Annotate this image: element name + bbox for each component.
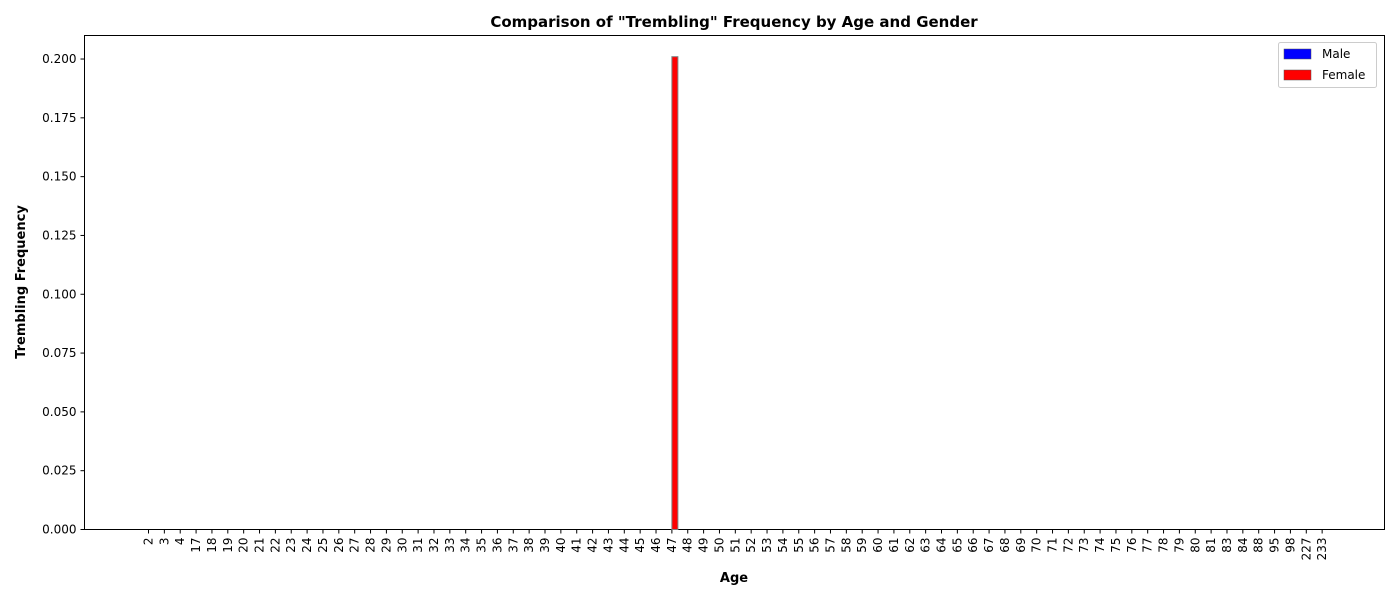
x-tick-label: 47 [665, 538, 679, 553]
x-tick-label: 83 [1220, 538, 1234, 553]
x-tick-label: 3 [157, 538, 171, 546]
x-tick-label: 38 [522, 538, 536, 553]
x-tick-label: 35 [475, 538, 489, 553]
y-axis-label: Trembling Frequency [14, 205, 29, 359]
x-tick-label: 55 [792, 538, 806, 553]
x-tick-label: 60 [871, 538, 885, 553]
x-tick-label: 54 [776, 538, 790, 553]
x-tick-label: 70 [1030, 538, 1044, 553]
x-tick-label: 51 [728, 538, 742, 553]
x-tick-label: 84 [1236, 538, 1250, 553]
legend-label-female: Female [1322, 68, 1365, 82]
x-tick-label: 44 [617, 538, 631, 553]
x-tick-label: 36 [490, 538, 504, 553]
bars [671, 56, 679, 531]
x-tick-label: 75 [1109, 538, 1123, 553]
y-tick-label: 0.200 [42, 52, 76, 66]
x-tick-label: 62 [903, 538, 917, 553]
x-tick-label: 27 [348, 538, 362, 553]
x-tick-label: 95 [1268, 538, 1282, 553]
x-tick-label: 63 [919, 538, 933, 553]
x-tick-label: 69 [1014, 538, 1028, 553]
x-tick-label: 71 [1046, 538, 1060, 553]
legend-swatch-male [1283, 48, 1312, 60]
x-tick-label: 19 [221, 538, 235, 553]
x-tick-label: 33 [443, 538, 457, 553]
plot-area [84, 35, 1385, 530]
x-tick-label: 30 [395, 538, 409, 553]
x-tick-label: 98 [1283, 538, 1297, 553]
x-tick-label: 40 [554, 538, 568, 553]
x-tick-label: 68 [998, 538, 1012, 553]
y-tick-label: 0.075 [42, 346, 76, 360]
x-tick-label: 79 [1172, 538, 1186, 553]
x-tick-label: 59 [855, 538, 869, 553]
y-axis: 0.000 0.025 0.050 0.075 0.100 0.125 0.150 0.175… [42, 52, 85, 537]
x-tick-label: 48 [681, 538, 695, 553]
x-tick-label: 34 [459, 538, 473, 553]
x-tick-label: 22 [268, 538, 282, 553]
x-tick-label: 65 [950, 538, 964, 553]
legend: Male Female [1278, 42, 1377, 88]
x-tick-label: 21 [253, 538, 267, 553]
x-tick-label: 77 [1141, 538, 1155, 553]
legend-swatch-female [1283, 69, 1312, 81]
x-tick-label: 61 [887, 538, 901, 553]
x-tick-label: 49 [697, 538, 711, 553]
x-tick-label: 56 [808, 538, 822, 553]
y-tick-label: 0.175 [42, 111, 76, 125]
x-tick-label: 81 [1204, 538, 1218, 553]
x-tick-label: 46 [649, 538, 663, 553]
x-tick-label: 31 [411, 538, 425, 553]
x-tick-label: 88 [1252, 538, 1266, 553]
x-tick-label: 23 [284, 538, 298, 553]
y-tick-label: 0.050 [42, 405, 76, 419]
y-tick-label: 0.025 [42, 464, 76, 478]
x-tick-label: 41 [570, 538, 584, 553]
x-tick-label: 37 [506, 538, 520, 553]
x-tick-label: 76 [1125, 538, 1139, 553]
x-tick-label: 80 [1188, 538, 1202, 553]
x-tick-label: 42 [586, 538, 600, 553]
x-tick-label: 64 [935, 538, 949, 553]
x-tick-label: 45 [633, 538, 647, 553]
x-tick-label: 20 [237, 538, 251, 553]
y-tick-label: 0.150 [42, 170, 76, 184]
x-tick-label: 2 [142, 538, 156, 546]
y-tick-label: 0.000 [42, 523, 76, 537]
x-tick-label: 233 [1315, 538, 1329, 561]
bar-female-age-47 [671, 56, 679, 531]
x-tick-label: 67 [982, 538, 996, 553]
x-tick-label: 25 [316, 538, 330, 553]
x-tick-label: 32 [427, 538, 441, 553]
x-tick-label: 57 [823, 538, 837, 553]
x-tick-label: 26 [332, 538, 346, 553]
x-tick-label: 28 [364, 538, 378, 553]
x-tick-label: 74 [1093, 538, 1107, 553]
x-axis-label: Age [720, 571, 748, 586]
y-tick-label: 0.100 [42, 287, 76, 301]
x-tick-label: 78 [1157, 538, 1171, 553]
x-tick-label: 73 [1077, 538, 1091, 553]
x-tick-label: 17 [189, 538, 203, 553]
x-tick-label: 58 [839, 538, 853, 553]
y-tick-label: 0.125 [42, 228, 76, 242]
chart-title: Comparison of "Trembling" Frequency by A… [490, 13, 978, 31]
x-tick-label: 43 [601, 538, 615, 553]
x-tick-label: 18 [205, 538, 219, 553]
x-tick-label: 29 [379, 538, 393, 553]
x-tick-label: 4 [173, 538, 187, 546]
x-tick-label: 53 [760, 538, 774, 553]
x-tick-label: 52 [744, 538, 758, 553]
x-tick-label: 24 [300, 538, 314, 553]
x-tick-label: 50 [712, 538, 726, 553]
legend-label-male: Male [1322, 47, 1350, 61]
x-axis: 2 3 4 17 18 19 20 21 22 23 24 25 26 27 28 29 30 31 32 33 34 3… [142, 529, 1329, 561]
x-tick-label: 227 [1299, 538, 1313, 561]
x-tick-label: 72 [1061, 538, 1075, 553]
x-tick-label: 66 [966, 538, 980, 553]
x-tick-label: 39 [538, 538, 552, 553]
